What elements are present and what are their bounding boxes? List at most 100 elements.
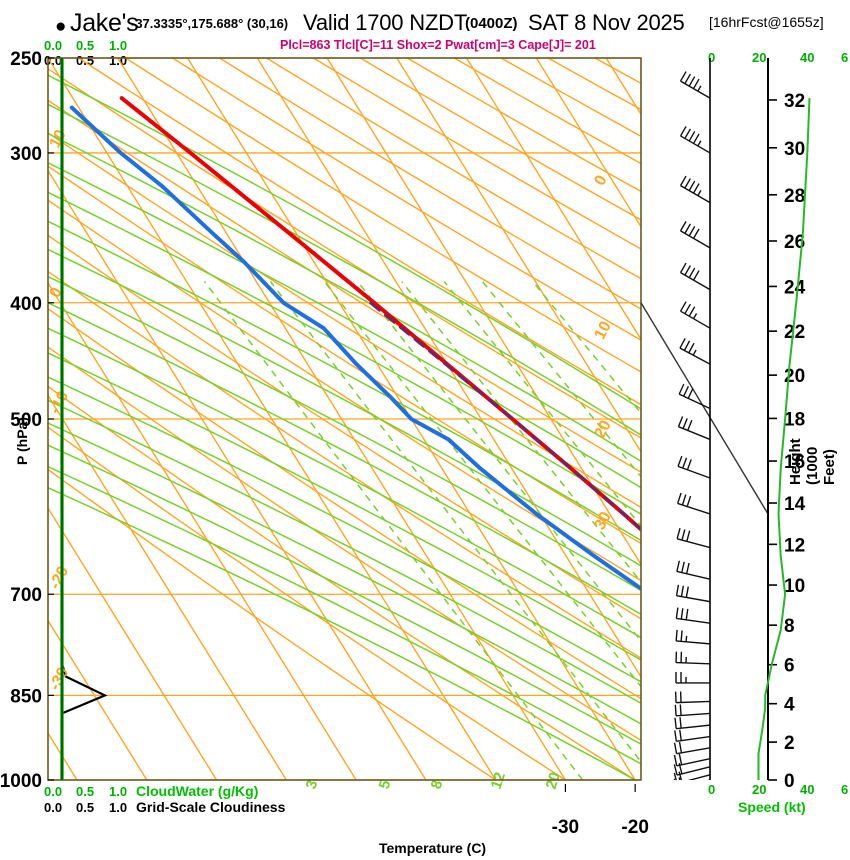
height-tick-32: 32 <box>784 91 805 112</box>
moist-adiabat-20 <box>48 302 641 616</box>
cloudwater-bottom-tick-1: 0.5 <box>76 784 95 799</box>
height-tick-4: 4 <box>784 695 795 716</box>
valid-time-utc: (0400Z) <box>465 15 518 32</box>
wind-barb <box>679 126 711 154</box>
dry-adiabat-120 <box>265 58 641 280</box>
isotherm-label-left-3: -20 <box>47 564 73 592</box>
isotherm-10 <box>396 58 641 454</box>
pressure-tick-400: 400 <box>10 294 42 315</box>
dry-adiabat-100 <box>171 58 641 341</box>
wind-barb <box>673 777 710 780</box>
isotherm--110 <box>0 58 7 780</box>
isotherm-label-left-2: -10 <box>47 388 73 416</box>
moist-adiabat-5 <box>48 376 641 683</box>
dry-adiabat-200 <box>640 58 641 59</box>
cloudiness-profile <box>60 663 108 715</box>
mixing-ratio-label-3: 3 <box>303 778 322 791</box>
isotherm-20 <box>465 58 641 341</box>
station-coordinates: -37.3335°,175.688° (30,16) <box>131 16 289 31</box>
mixing-ratio-label-5: 5 <box>376 778 395 791</box>
sounding-traces <box>60 96 641 715</box>
isotherm-label-left-1: 0 <box>47 285 66 301</box>
dry-adiabat-190 <box>593 58 641 85</box>
plot-frame <box>47 57 642 781</box>
wind-barb <box>675 584 711 603</box>
wind-barb <box>675 671 710 684</box>
moist-adiabat--15 <box>48 465 641 765</box>
wind-barb <box>679 301 711 329</box>
height-tick-28: 28 <box>784 186 805 207</box>
pressure-tick-700: 700 <box>10 585 42 606</box>
cloudwater-top-tick-0: 0.0 <box>44 38 63 53</box>
dry-adiabat--20 <box>48 385 636 780</box>
wind-barb <box>679 221 711 249</box>
isotherm-label-right-2: 20 <box>592 418 615 442</box>
speed-top-tick-0: 0 <box>708 50 716 65</box>
trace-temperature <box>119 96 641 533</box>
mixing-ratio-2 <box>323 281 641 688</box>
cloudiness-top-tick-0: 0.0 <box>44 53 63 68</box>
height-tick-22: 22 <box>784 322 805 343</box>
pressure-tick-850: 850 <box>10 686 42 707</box>
dry-adiabat-170 <box>499 58 641 138</box>
dry-adiabat-60 <box>48 99 641 473</box>
moist-adiabat-45 <box>48 162 641 489</box>
moist-adiabat-15 <box>48 327 641 639</box>
dry-adiabat-20 <box>48 234 641 620</box>
valid-time: Valid 1700 NZDT <box>303 10 468 35</box>
moist-adiabat-60 <box>48 74 641 410</box>
dry-adiabat-50 <box>48 131 641 509</box>
speed-top-tick-3: 6 <box>841 50 849 65</box>
temperature-tick--20: -20 <box>621 817 648 838</box>
isotherm-label-left-4: -30 <box>47 665 73 693</box>
moist-adiabat--5 <box>48 422 641 725</box>
isotherm-40 <box>605 58 641 116</box>
dry-adiabat-180 <box>546 58 641 111</box>
dry-adiabat-140 <box>359 58 641 221</box>
isotherm-30 <box>535 58 641 229</box>
mixing-ratio-3 <box>357 281 641 643</box>
wind-barb <box>676 560 711 580</box>
wind-barb <box>679 71 711 99</box>
moist-adiabat-0 <box>48 399 641 705</box>
speed-bottom-tick-2: 40 <box>800 782 815 797</box>
height-tick-6: 6 <box>784 656 795 677</box>
stability-indices: Plcl=863 Tlcl[C]=11 Shox=2 Pwat[cm]=3 Ca… <box>280 38 596 52</box>
speed-top-tick-1: 20 <box>752 50 767 65</box>
trace-dewpoint <box>69 105 641 591</box>
wind-barb <box>673 762 711 776</box>
cloudiness-bottom-tick-0: 0.0 <box>44 800 63 815</box>
wind-barb <box>673 741 711 755</box>
isotherm-50 <box>676 58 850 780</box>
cloudiness-axis-label: Grid-Scale Cloudiness <box>136 799 286 815</box>
mixing-ratio-label-12: 12 <box>488 770 509 791</box>
mixing-ratio-1 <box>269 281 641 763</box>
wind-barb <box>677 416 711 441</box>
dry-adiabat-90 <box>124 58 641 373</box>
dry-adiabat-130 <box>312 58 641 250</box>
pressure-tick-300: 300 <box>10 144 42 165</box>
temperature-tick--30: -30 <box>552 817 579 838</box>
dry-adiabat--10 <box>48 346 641 742</box>
forecast-tag: [16hrFcst@1655z] <box>709 14 824 30</box>
cloudwater-top-tick-1: 0.5 <box>76 38 95 53</box>
cloudwater-top-tick-2: 1.0 <box>109 38 128 53</box>
isotherm--20 <box>186 58 636 780</box>
dry-adiabat--30 <box>48 426 566 780</box>
height-tick-2: 2 <box>784 733 795 754</box>
moist-adiabat-35 <box>48 220 641 542</box>
trace-parcel <box>369 301 641 532</box>
wind-barb <box>676 527 711 549</box>
pressure-tick-1000: 1000 <box>0 771 42 792</box>
temperature-axis-label: Temperature (C) <box>379 840 487 856</box>
mixing-ratio-label-20: 20 <box>543 770 564 791</box>
speed-axis-label: Speed (kt) <box>738 799 806 815</box>
moist-adiabat-25 <box>48 275 641 592</box>
dry-adiabat-10 <box>48 270 641 659</box>
mixing-ratio-0.4 <box>203 281 584 780</box>
cloudiness-bottom-tick-1: 0.5 <box>76 800 95 815</box>
valid-date: SAT 8 Nov 2025 <box>528 10 685 35</box>
dry-adiabat-110 <box>218 58 641 310</box>
speed-bottom-tick-3: 6 <box>841 782 849 797</box>
